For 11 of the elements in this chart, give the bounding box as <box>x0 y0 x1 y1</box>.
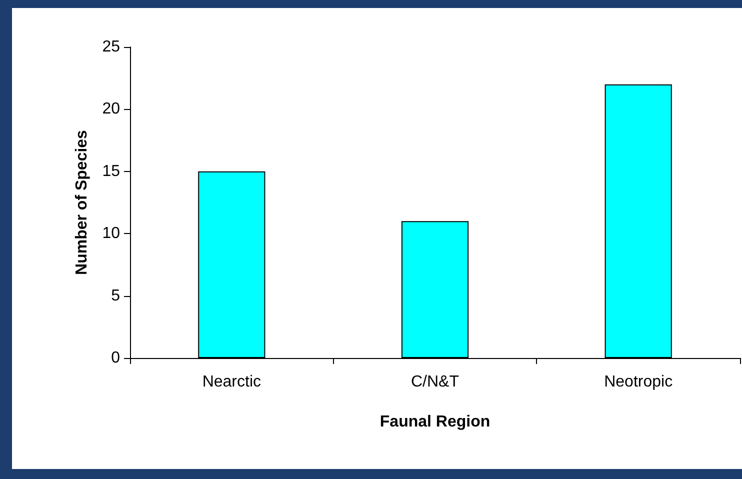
x-axis-title: Faunal Region <box>380 414 490 430</box>
y-tick-label: 15 <box>102 162 120 180</box>
y-tick-label: 20 <box>102 100 120 118</box>
y-tick-label: 25 <box>102 38 120 56</box>
x-tick-label: Nearctic <box>202 374 262 390</box>
x-tick-label: Neotropic <box>604 374 673 390</box>
y-tick-label: 10 <box>102 225 120 242</box>
y-tick-label: 0 <box>111 350 120 366</box>
x-tick-label: C/N&T <box>411 374 460 390</box>
y-tick-label: 5 <box>111 287 120 304</box>
y-axis-title: Number of Species <box>74 130 90 275</box>
